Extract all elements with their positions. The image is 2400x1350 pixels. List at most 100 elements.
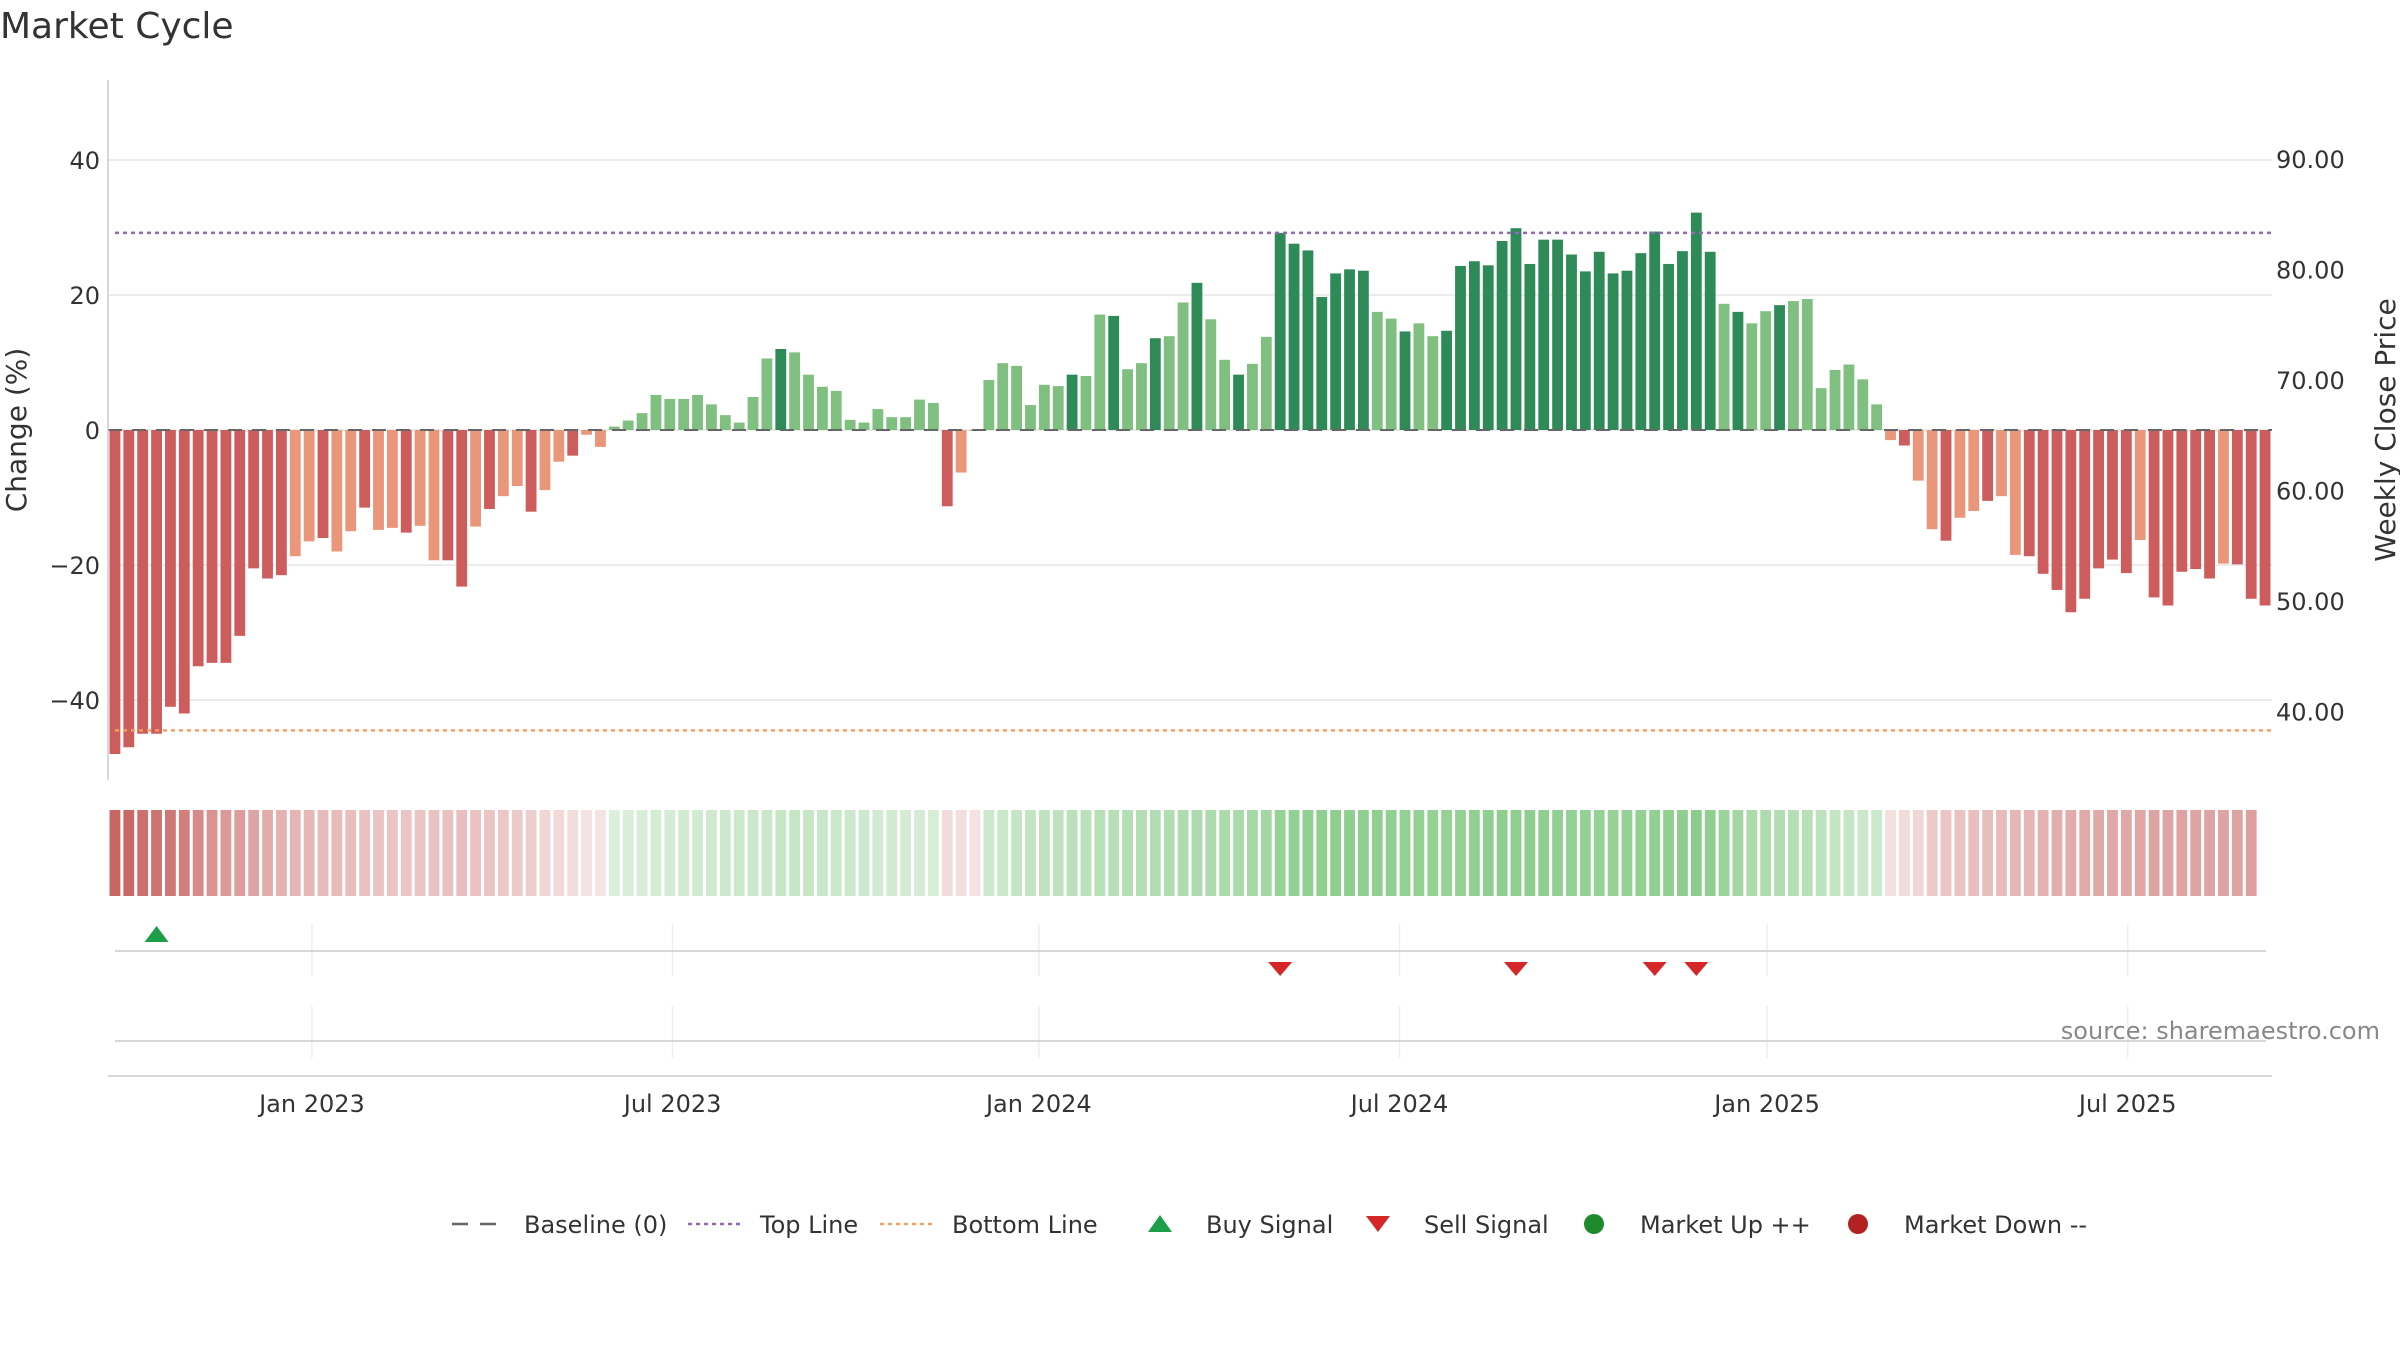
band-cell [220,810,232,896]
bar [886,417,898,430]
legend-label: Top Line [759,1211,858,1239]
band-cell [608,810,620,896]
bar [400,430,412,533]
y-right-tick-label: 80.00 [2276,257,2345,285]
band-cell [442,810,454,896]
bar [1663,263,1674,430]
band-cell [2093,810,2105,896]
bar [1344,269,1355,430]
bar [1982,430,1994,501]
bar [1468,261,1480,430]
bar [1788,301,1799,430]
bar [1330,273,1342,430]
bar [816,386,828,430]
bar [1746,323,1758,430]
bar [830,390,842,430]
y-right-tick-label: 70.00 [2276,367,2345,395]
bar [359,430,371,508]
bar [1552,239,1564,430]
band-cell [386,810,398,896]
band-cell [1122,810,1133,896]
bar [2107,430,2118,560]
band-cell [1219,810,1231,896]
x-tick-label: Jan 2024 [984,1090,1092,1118]
bar [2204,430,2215,579]
legend-swatch [1366,1216,1390,1232]
legend-swatch [1848,1214,1868,1234]
band-cell [1579,810,1591,896]
band-cell [706,810,717,896]
band-cell [234,810,246,896]
bar [1940,430,1952,541]
band-cell [1982,810,1994,896]
band-cell [1843,810,1855,896]
bar [289,430,301,557]
bar [303,430,315,542]
band-cell [1177,810,1189,896]
bar [456,430,468,587]
band-cell [1247,810,1258,896]
band-cell [997,810,1009,896]
bar [775,349,787,430]
band-cell [2176,810,2188,896]
sell-signal-marker [1268,962,1293,976]
band-cell [456,810,468,896]
band-cell [1371,810,1383,896]
legend-item: Market Up ++ [1584,1211,1811,1239]
bar [803,374,814,430]
bar [761,358,773,430]
band-cell [2065,810,2077,896]
band-cell [1094,810,1106,896]
band-cell [1468,810,1480,896]
bars-layer [109,212,2271,754]
band-cell [137,810,149,896]
band-cell [1482,810,1494,896]
bar [2148,430,2160,598]
bar [1510,228,1522,430]
band-cell [1926,810,1938,896]
sell-signal-marker [1684,962,1709,976]
bar [1996,430,2007,497]
chart-title: Market Cycle [0,6,234,47]
bar [206,430,218,663]
band-cell [1871,810,1883,896]
legend-label: Market Up ++ [1640,1211,1811,1239]
bar [2162,430,2174,606]
band-cell [1191,810,1203,896]
bar [1829,369,1841,430]
band-cell [2190,810,2202,896]
bar [373,430,384,530]
band-cell [206,810,218,896]
bar [275,430,287,576]
band-cell [941,810,953,896]
band-cell [595,810,606,896]
bar [1385,318,1397,430]
sell-signal-marker [1503,962,1528,976]
x-tick-label: Jul 2025 [2077,1090,2177,1118]
band-cell [1399,810,1411,896]
band-cell [1815,810,1827,896]
band-cell [2051,810,2063,896]
bar [1898,430,1910,446]
bar [2065,430,2077,613]
band-cell [1774,810,1785,896]
legend: Baseline (0) Top Line Bottom Line Buy Signa… [452,1211,2087,1239]
band-cell [581,810,592,896]
bar [1857,379,1869,430]
band-cell [192,810,204,896]
band-cell [1677,810,1688,896]
bar [2120,430,2132,574]
bar [1136,363,1147,430]
band-cell [1052,810,1064,896]
band-cell [178,810,190,896]
band-cell [761,810,773,896]
bar [1871,404,1883,430]
band-cell [1136,810,1147,896]
band-cell [1288,810,1300,896]
band-cell [2120,810,2132,896]
bar [1122,369,1133,430]
x-tick-label: Jan 2025 [1712,1090,1820,1118]
band-cell [1274,810,1286,896]
legend-label: Market Down -- [1904,1211,2087,1239]
band-cell [719,810,731,896]
